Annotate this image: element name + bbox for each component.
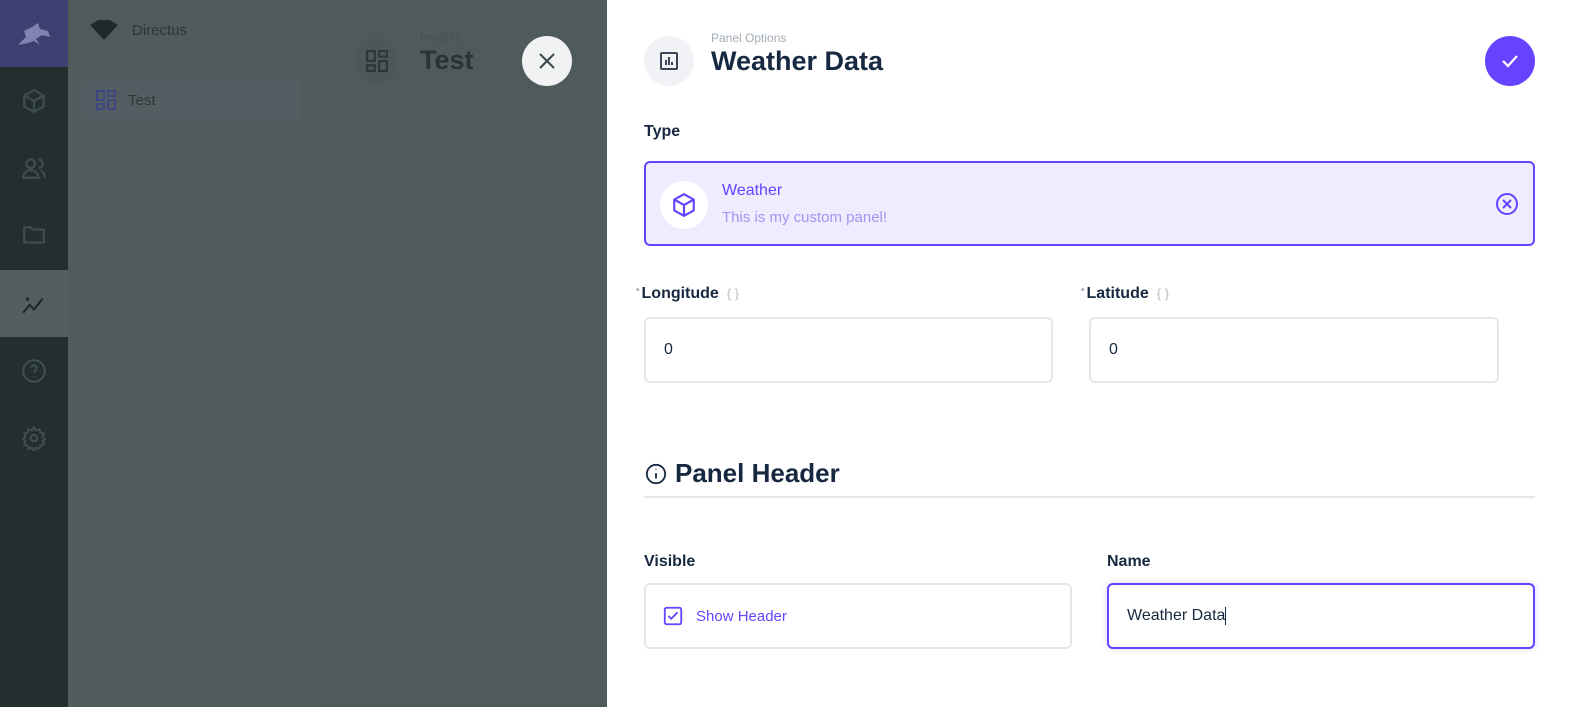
header-breadcrumb[interactable]: Insights: [420, 30, 462, 44]
dashboard-icon: [357, 38, 397, 84]
longitude-input[interactable]: 0: [644, 317, 1053, 383]
bar-chart-icon: [644, 36, 694, 86]
files-module-folder-icon[interactable]: [0, 201, 68, 268]
info-icon: [645, 463, 667, 484]
save-button[interactable]: [1485, 36, 1535, 86]
close-drawer-button[interactable]: [522, 36, 572, 86]
type-label: Type: [644, 123, 681, 140]
panel-header-group-title: Panel Header: [645, 458, 840, 489]
close-icon: [539, 53, 555, 69]
project-name[interactable]: Directus: [90, 20, 187, 40]
nav-item-label: Test: [128, 91, 156, 109]
checkbox-label: Show Header: [696, 607, 787, 625]
project-label: Directus: [132, 21, 188, 39]
name-input[interactable]: Weather Data: [1107, 583, 1535, 649]
name-label: Name: [1107, 553, 1151, 570]
module-bar: [0, 0, 68, 707]
checkbox-checked-icon: [663, 606, 683, 626]
users-module-icon[interactable]: [0, 134, 68, 201]
insights-module-icon[interactable]: [0, 270, 68, 337]
text-caret: [1225, 607, 1227, 625]
nav-item-test[interactable]: Test: [80, 80, 300, 120]
panel-type-name: Weather: [722, 182, 783, 199]
check-icon: [1502, 55, 1518, 68]
content-module-cube-icon[interactable]: [0, 67, 68, 134]
longitude-label: • Longitude{ }: [636, 285, 740, 302]
raw-value-icon: { }: [726, 286, 740, 301]
drawer-title: Weather Data: [711, 46, 884, 76]
show-header-checkbox[interactable]: Show Header: [644, 583, 1072, 649]
latitude-input[interactable]: 0: [1089, 317, 1499, 383]
panel-type-description: This is my custom panel!: [722, 209, 888, 226]
project-logo-icon: [90, 20, 118, 40]
name-value: Weather Data: [1127, 607, 1226, 624]
header-title: Test: [420, 45, 474, 75]
settings-gear-icon[interactable]: [0, 404, 68, 471]
clear-type-button[interactable]: [1495, 192, 1519, 221]
raw-value-icon: { }: [1156, 286, 1170, 301]
directus-logo[interactable]: [0, 0, 68, 67]
help-icon[interactable]: [0, 337, 68, 404]
cube-icon: [660, 181, 708, 229]
dashboard-icon: [96, 90, 116, 110]
divider: [644, 496, 1535, 498]
visible-label: Visible: [644, 553, 696, 570]
panel-type-select[interactable]: Weather This is my custom panel!: [644, 161, 1535, 246]
latitude-label: • Latitude{ }: [1081, 285, 1170, 302]
close-circle-icon: [1496, 193, 1518, 215]
drawer-breadcrumb: Panel Options: [711, 31, 787, 45]
